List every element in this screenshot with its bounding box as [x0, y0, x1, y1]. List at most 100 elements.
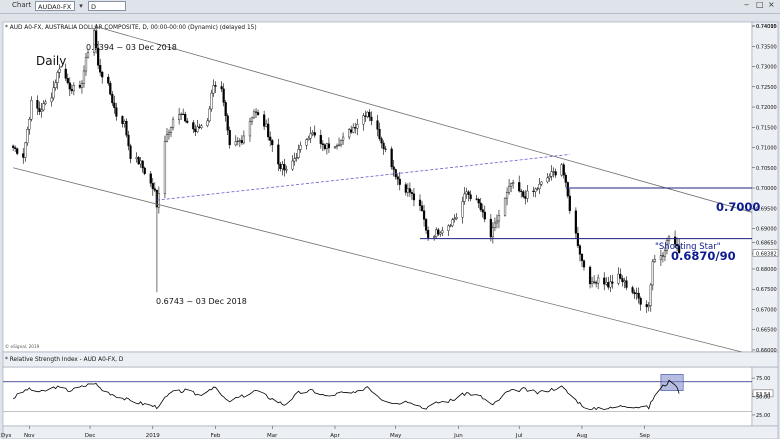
candle-body [281, 163, 284, 169]
candle-body [269, 136, 272, 141]
candle-body [477, 199, 480, 204]
candle-body [297, 149, 300, 158]
chart-label: Chart [12, 1, 32, 9]
candle-body [295, 157, 298, 159]
candle-body [503, 197, 507, 216]
candle-body [593, 281, 596, 283]
candle-body [180, 113, 183, 116]
candle-body [319, 135, 322, 144]
candle-body [167, 132, 171, 135]
candle-body [186, 120, 189, 123]
candle-body [115, 107, 118, 117]
candle-body [463, 193, 466, 202]
last-price-box [752, 249, 779, 257]
time-tick-label: Nov [24, 433, 35, 439]
candle-body [520, 190, 523, 192]
candle-body [321, 143, 324, 146]
symbol-dropdown-icon[interactable]: ▾ [79, 2, 83, 10]
candle-body [453, 218, 456, 220]
candle-body [66, 78, 69, 84]
candle-body [588, 266, 592, 285]
candle-body [196, 126, 199, 132]
period-input[interactable]: D [88, 1, 126, 11]
price-panel [2, 21, 753, 353]
candle-body [14, 147, 17, 149]
candle-body [582, 260, 586, 268]
price-tick-label: 0.66500 [756, 328, 777, 334]
candle-body [380, 138, 383, 144]
candle-body [171, 119, 175, 128]
candle-body [263, 114, 266, 127]
price-header: * AUD A0-FX, AUSTRALIA DOLLAR COMPOSITE,… [5, 25, 257, 31]
candle-body [621, 278, 624, 283]
candle-body [550, 171, 553, 177]
candle-body [323, 144, 326, 150]
chart-svg: * AUD A0-FX, AUSTRALIA DOLLAR COMPOSITE,… [1, 21, 779, 439]
time-tick-label: Dec [85, 433, 96, 439]
candle-body [348, 129, 351, 138]
candle-body [661, 255, 665, 257]
candle-body [469, 194, 472, 200]
candle-body [603, 277, 606, 285]
candle-body [184, 113, 187, 122]
candle-body [617, 273, 620, 284]
candle-body [580, 254, 584, 261]
candle-body [609, 281, 612, 288]
candle-body [194, 128, 197, 132]
candle-body [404, 184, 407, 193]
candle-body [607, 282, 610, 288]
candle-body [30, 100, 33, 120]
candle-body [143, 167, 146, 174]
candle-body [532, 190, 535, 192]
minimize-icon[interactable]: ‒ [744, 0, 750, 9]
rsi-header: * Relative Strength Index - AUD A0-FX, D [5, 357, 124, 363]
candle-body [590, 281, 594, 285]
candle-body [605, 282, 608, 285]
price-tick-label: 0.67000 [756, 307, 777, 313]
maximize-icon[interactable]: □ [756, 0, 764, 9]
candle-body [113, 102, 116, 108]
candle-body [267, 123, 270, 138]
candle-body [313, 132, 316, 136]
candle-body [560, 164, 563, 176]
candle-body [382, 142, 385, 150]
candle-body [510, 183, 513, 187]
candle-body [455, 217, 458, 220]
candle-body [178, 114, 181, 121]
candle-body [518, 182, 521, 192]
candle-body [198, 126, 201, 128]
candle-body [12, 145, 15, 148]
candle-body [427, 229, 430, 238]
candle-body [512, 182, 515, 184]
candle-body [44, 101, 47, 104]
candle-body [109, 83, 112, 95]
price-tick-label: 0.70000 [756, 186, 777, 192]
annotation-shooting-star: "Shooting Star" [655, 242, 721, 252]
candle-body [127, 134, 130, 147]
candle-body [56, 72, 59, 83]
price-tick-label: 0.69000 [756, 227, 777, 233]
candle-body [220, 86, 223, 90]
candle-body [58, 68, 61, 73]
price-tick-label: 0.71000 [756, 146, 777, 152]
price-axis-panel [751, 21, 779, 353]
candle-body [597, 277, 600, 284]
candle-body [95, 30, 98, 49]
symbol-input[interactable]: AUDA0-FX [35, 1, 75, 11]
close-icon[interactable]: × [768, 0, 775, 9]
price-tick-label: 0.68000 [756, 267, 777, 273]
candle-body [271, 140, 274, 146]
candle-body [212, 85, 215, 94]
candle-body [82, 70, 86, 84]
rsi-last-box [752, 389, 774, 398]
candle-body [252, 111, 256, 119]
candle-body [370, 116, 373, 121]
candle-body [149, 173, 152, 184]
rsi-tick-label: 25.00 [756, 413, 770, 419]
rsi-tick-label: 53.54 [756, 392, 770, 398]
price-tick-label: 0.69500 [756, 206, 777, 212]
price-tick-label: 0.66000 [756, 348, 777, 354]
candle-body [368, 111, 371, 118]
candle-body [165, 134, 169, 142]
candle-body [26, 129, 29, 144]
